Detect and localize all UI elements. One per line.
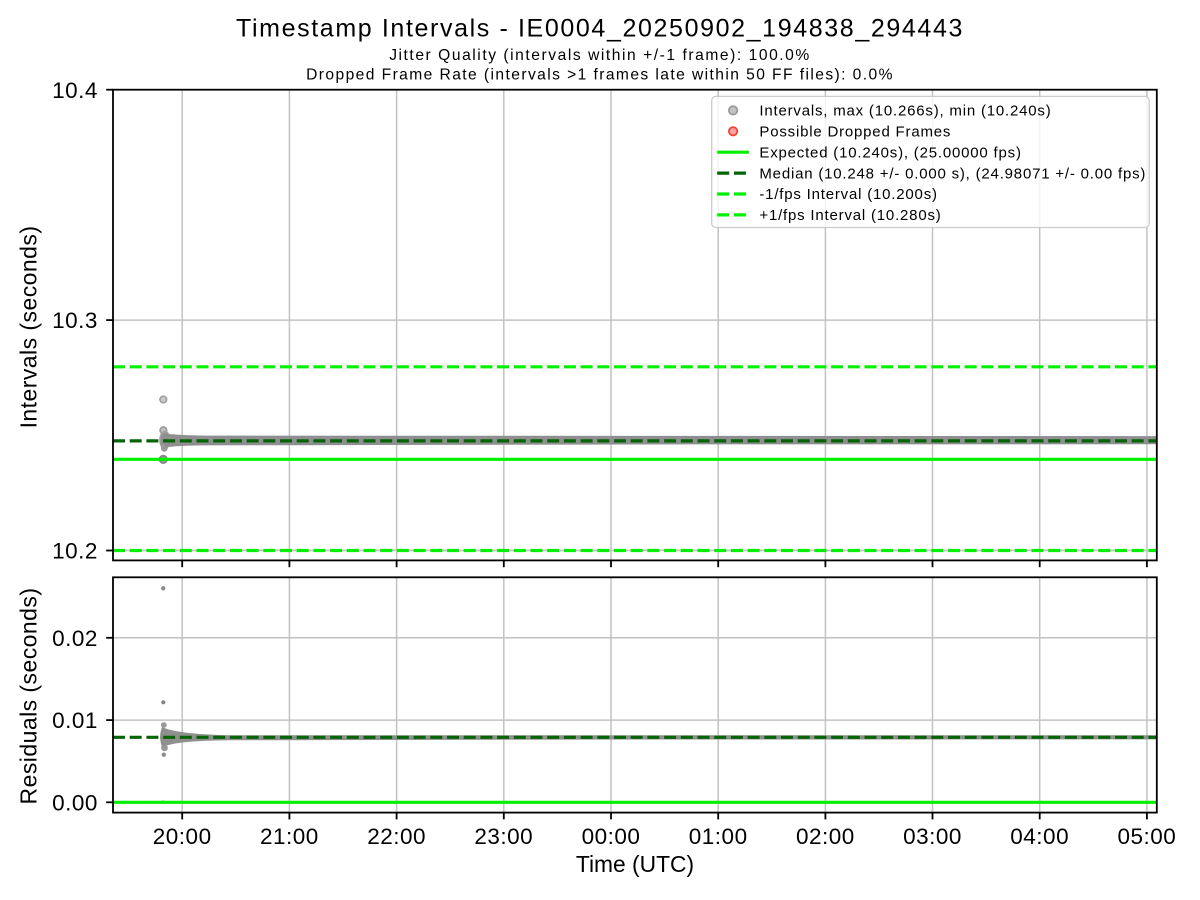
svg-text:Expected (10.240s), (25.00000: Expected (10.240s), (25.00000 fps) bbox=[759, 144, 1021, 161]
svg-text:10.4: 10.4 bbox=[52, 78, 98, 103]
svg-text:00:00: 00:00 bbox=[582, 824, 641, 849]
svg-text:+1/fps Interval (10.280s): +1/fps Interval (10.280s) bbox=[759, 207, 941, 224]
svg-text:Residuals (seconds): Residuals (seconds) bbox=[16, 588, 42, 805]
svg-text:23:00: 23:00 bbox=[474, 824, 533, 849]
svg-text:21:00: 21:00 bbox=[260, 824, 319, 849]
svg-text:Time (UTC): Time (UTC) bbox=[576, 851, 694, 877]
svg-text:-1/fps Interval (10.200s): -1/fps Interval (10.200s) bbox=[759, 186, 937, 203]
svg-text:20:00: 20:00 bbox=[153, 824, 212, 849]
svg-text:0.01: 0.01 bbox=[52, 708, 98, 733]
svg-text:Jitter Quality (intervals with: Jitter Quality (intervals within +/-1 fr… bbox=[389, 47, 811, 64]
svg-text:Timestamp Intervals - IE0004_2: Timestamp Intervals - IE0004_20250902_19… bbox=[236, 15, 964, 43]
svg-text:Dropped Frame Rate (intervals: Dropped Frame Rate (intervals >1 frames … bbox=[306, 66, 894, 83]
svg-text:Median (10.248 +/- 0.000 s), (: Median (10.248 +/- 0.000 s), (24.98071 +… bbox=[759, 165, 1146, 182]
svg-text:05:00: 05:00 bbox=[1117, 824, 1176, 849]
svg-text:10.3: 10.3 bbox=[52, 308, 98, 333]
svg-text:02:00: 02:00 bbox=[796, 824, 855, 849]
svg-text:Intervals (seconds): Intervals (seconds) bbox=[16, 226, 42, 429]
svg-text:0.02: 0.02 bbox=[52, 626, 98, 651]
svg-text:03:00: 03:00 bbox=[903, 824, 962, 849]
svg-text:04:00: 04:00 bbox=[1010, 824, 1069, 849]
svg-text:Intervals, max (10.266s), min: Intervals, max (10.266s), min (10.240s) bbox=[759, 103, 1051, 120]
svg-text:10.2: 10.2 bbox=[52, 539, 98, 564]
svg-text:0.00: 0.00 bbox=[52, 790, 98, 815]
svg-text:Possible Dropped Frames: Possible Dropped Frames bbox=[759, 124, 951, 141]
svg-text:22:00: 22:00 bbox=[367, 824, 426, 849]
svg-text:01:00: 01:00 bbox=[689, 824, 748, 849]
